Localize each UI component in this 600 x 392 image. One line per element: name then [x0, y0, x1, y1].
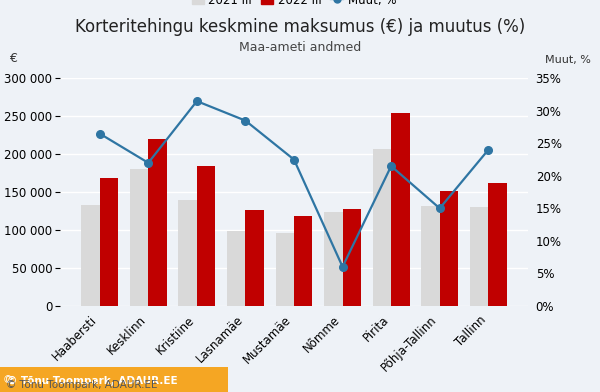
- Bar: [373, 149, 391, 306]
- Bar: [81, 205, 100, 306]
- Text: © Tõnu Toompark, ADAUR.EE: © Tõnu Toompark, ADAUR.EE: [6, 380, 157, 390]
- Bar: [440, 191, 458, 306]
- Bar: [100, 178, 118, 306]
- Bar: [130, 169, 148, 306]
- Text: €: €: [9, 52, 17, 65]
- Text: Maa-ameti andmed: Maa-ameti andmed: [239, 41, 361, 54]
- Bar: [391, 113, 410, 306]
- Bar: [275, 233, 294, 306]
- Text: © Tõnu Toompark, ADAUR.EE: © Tõnu Toompark, ADAUR.EE: [7, 376, 178, 386]
- Bar: [197, 166, 215, 306]
- Text: ©: ©: [2, 376, 13, 386]
- Bar: [470, 207, 488, 306]
- Text: Muut, %: Muut, %: [545, 54, 591, 65]
- Bar: [245, 209, 264, 306]
- Bar: [178, 200, 197, 306]
- Text: Korteritehingu keskmine maksumus (€) ja muutus (%): Korteritehingu keskmine maksumus (€) ja …: [75, 18, 525, 36]
- Bar: [421, 207, 440, 306]
- Bar: [148, 139, 167, 306]
- Bar: [227, 232, 245, 306]
- Bar: [324, 212, 343, 306]
- Bar: [294, 216, 313, 306]
- Legend: 2021 III, 2022 III, Muut, %: 2021 III, 2022 III, Muut, %: [187, 0, 401, 11]
- Bar: [343, 209, 361, 306]
- Bar: [488, 183, 507, 306]
